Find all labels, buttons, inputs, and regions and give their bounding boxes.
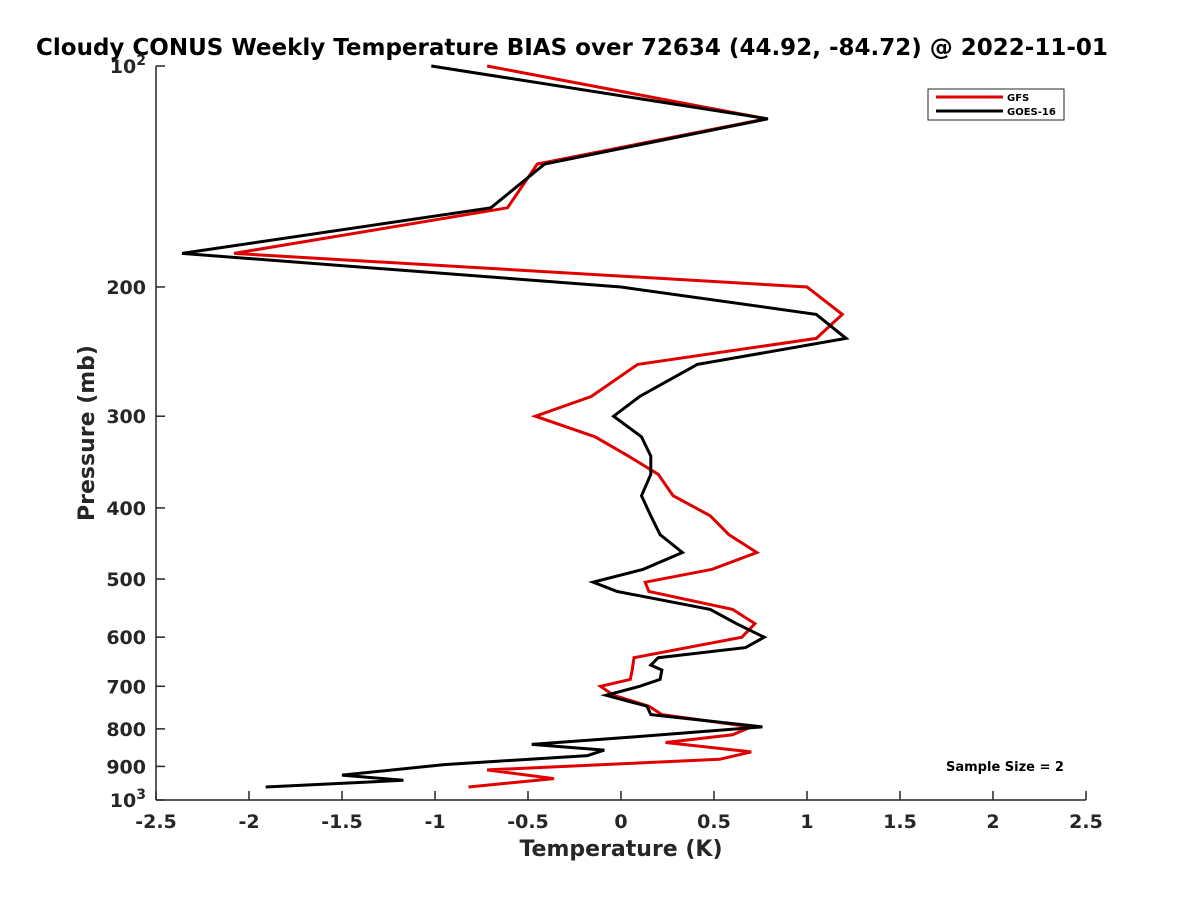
y-tick-label: 800 <box>106 719 146 741</box>
x-axis-label: Temperature (K) <box>519 837 722 862</box>
sample-size-annotation: Sample Size = 2 <box>946 760 1064 775</box>
legend-label: GOES-16 <box>1007 107 1056 118</box>
x-tick-label: 0 <box>614 811 627 833</box>
x-tick-label: 1 <box>800 811 813 833</box>
series-line-goes-16 <box>181 64 850 789</box>
legend-label: GFS <box>1007 93 1029 104</box>
x-tick-label: 2.5 <box>1069 811 1103 833</box>
x-tick-group: -2.5 -2 -1.5 -1 -0.5 0 0.5 1 1.5 2 2.5 <box>135 791 1103 833</box>
x-tick-label: -0.5 <box>507 811 549 833</box>
series-line-gfs <box>233 64 845 789</box>
x-tick-label: -2.5 <box>135 811 177 833</box>
y-axis-label: Pressure (mb) <box>75 345 100 521</box>
x-tick-label: 0.5 <box>697 811 731 833</box>
x-tick-label: -2 <box>238 811 259 833</box>
x-tick-label: -1 <box>424 811 445 833</box>
y-tick-group: 102 200 300 400 500 600 700 800 900 103 <box>106 53 165 812</box>
legend-box <box>927 88 1065 121</box>
plot-area <box>181 64 850 789</box>
y-tick-label: 700 <box>106 676 146 698</box>
y-tick-label: 500 <box>106 569 146 591</box>
x-tick-label: -1.5 <box>321 811 363 833</box>
y-tick-label: 400 <box>106 498 146 520</box>
y-tick-label: 103 <box>110 787 146 812</box>
y-tick-label: 600 <box>106 627 146 649</box>
y-tick-label: 200 <box>106 277 146 299</box>
y-tick-label: 300 <box>106 406 146 428</box>
y-tick-label: 900 <box>106 756 146 778</box>
chart-title: Cloudy CONUS Weekly Temperature BIAS ove… <box>36 35 1108 61</box>
x-tick-label: 1.5 <box>883 811 917 833</box>
y-tick-label: 102 <box>110 53 146 78</box>
x-tick-label: 2 <box>986 811 999 833</box>
legend: GFS GOES-16 <box>927 88 1065 121</box>
